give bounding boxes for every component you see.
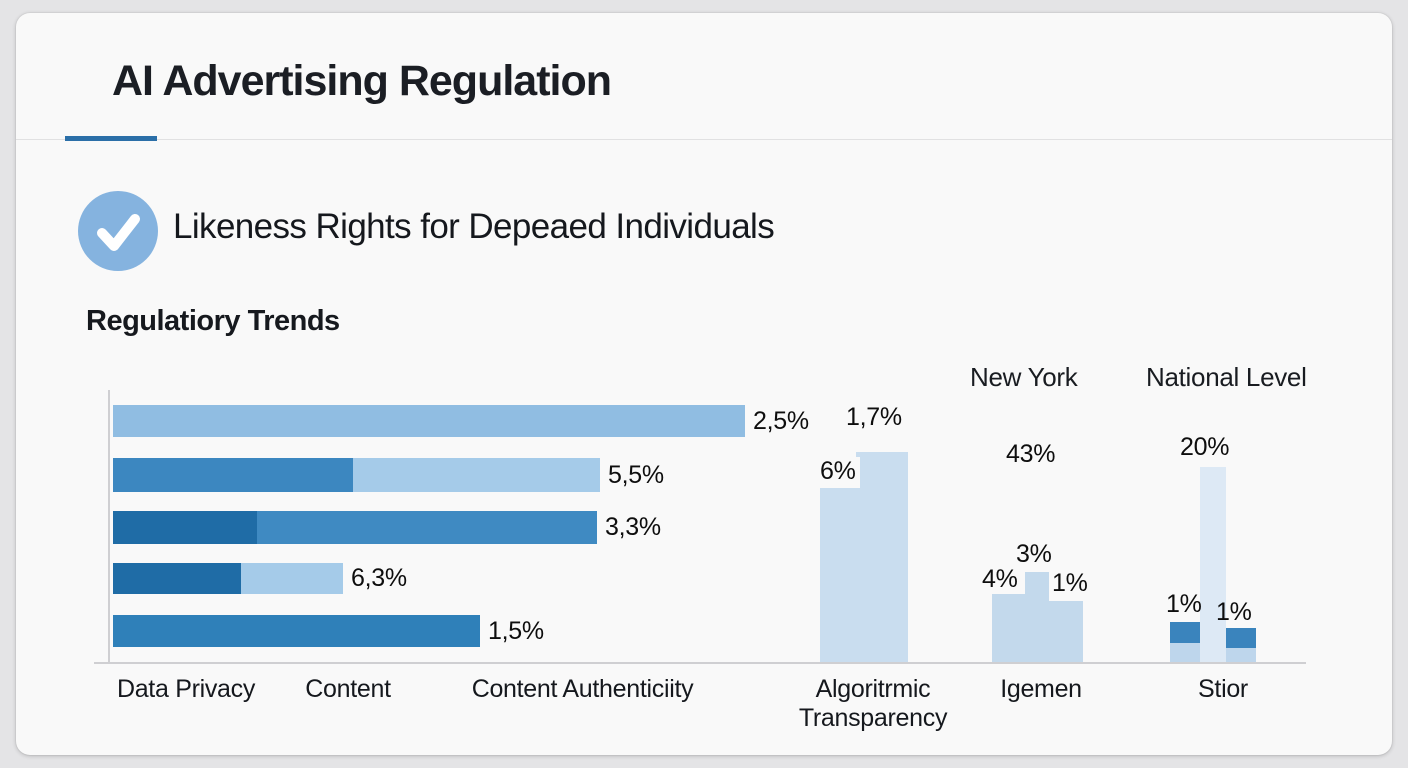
- page-title: AI Advertising Regulation: [112, 57, 612, 105]
- hbar-segment: [241, 563, 343, 594]
- vbar-group1-bar2: [856, 452, 908, 662]
- vbar-group2-bar3: [1049, 601, 1083, 662]
- vbar-group3-bar1-base: [1170, 643, 1200, 662]
- check-icon: [78, 191, 158, 271]
- header-accent-bar: [65, 136, 157, 141]
- hbar-value-2: 5,5%: [608, 461, 664, 489]
- hbar-value-3: 3,3%: [605, 513, 661, 541]
- vbar-group2-value-2: 3%: [1016, 540, 1052, 568]
- callout-text: Likeness Rights for Depeaed Individuals: [173, 207, 775, 246]
- hbar-segment: [257, 511, 597, 544]
- hbar-row-4: [113, 563, 343, 594]
- hbar-segment: [113, 511, 257, 544]
- vbar-group2-bar2: [1025, 572, 1049, 662]
- group-header-national-level: National Level: [1146, 362, 1307, 392]
- hbar-value-4: 6,3%: [351, 564, 407, 592]
- section-heading: Regulatiory Trends: [86, 305, 340, 337]
- x-label-data-privacy: Data Privacy: [116, 675, 256, 703]
- vbar-group3-bar1-cap: [1170, 622, 1200, 643]
- hbar-segment: [113, 458, 353, 492]
- x-label-content-authenticiity: Content Authenticiity: [471, 675, 694, 703]
- hbar-value-1: 2,5%: [753, 407, 809, 435]
- hbar-segment: [113, 563, 241, 594]
- vbar-group2-total: 43%: [1006, 440, 1056, 468]
- hbar-row-1: [113, 405, 745, 437]
- vbar-group2-value-3: 1%: [1052, 569, 1088, 597]
- vbar-group2-value-1: 4%: [982, 565, 1018, 593]
- x-label-algoritrmic-transparency: Algoritrmic Transparency: [798, 675, 948, 732]
- hbar-segment: [113, 615, 480, 647]
- x-label-stior: Stior: [1198, 675, 1248, 703]
- x-label-content: Content: [305, 675, 391, 703]
- hbar-segment: [113, 405, 745, 437]
- slide-card: AI Advertising Regulation Likeness Right…: [16, 13, 1392, 755]
- vbar-group1-value-1: 6%: [816, 457, 860, 488]
- hbar-segment: [353, 458, 600, 492]
- checkmark-glyph: [97, 214, 140, 251]
- vbar-group1-bar1: [820, 483, 856, 662]
- x-label-igemen: Igemen: [1000, 675, 1082, 703]
- hbar-value-5: 1,5%: [488, 617, 544, 645]
- x-axis-line: [94, 662, 1306, 664]
- vbar-group3-bar3-base: [1226, 648, 1256, 662]
- hbar-row-2: [113, 458, 600, 492]
- vbar-group1-value-2: 1,7%: [846, 403, 902, 431]
- group-header-new-york: New York: [970, 362, 1078, 392]
- vbar-group3-bar3-cap: [1226, 628, 1256, 648]
- vbar-group3-value-2: 20%: [1180, 433, 1230, 461]
- header-divider: [16, 139, 1392, 140]
- vbar-group3-value-3: 1%: [1216, 598, 1252, 626]
- vbar-group3-value-1: 1%: [1166, 590, 1202, 618]
- hbar-row-5: [113, 615, 480, 647]
- vbar-group3-bar2: [1200, 467, 1226, 662]
- vbar-group2-bar1: [992, 594, 1025, 662]
- y-axis-line: [108, 390, 110, 663]
- hbar-row-3: [113, 511, 597, 544]
